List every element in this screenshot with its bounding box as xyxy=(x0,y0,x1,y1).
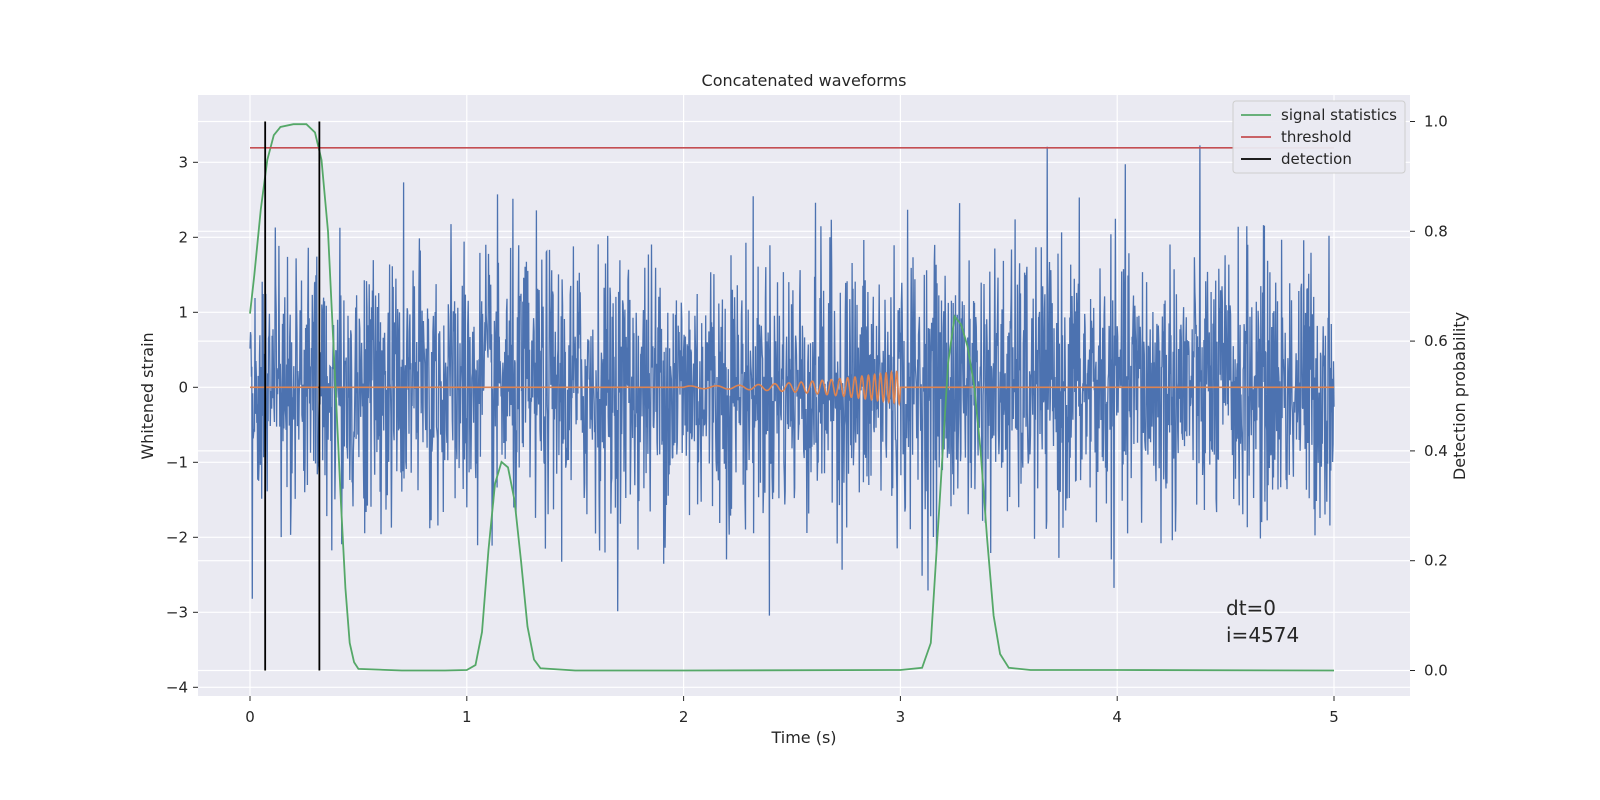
signal-statistics-line xyxy=(249,123,1335,672)
x-tick-label: 2 xyxy=(679,708,689,726)
y-left-tick-label: 2 xyxy=(178,228,188,246)
x-tick-label: 1 xyxy=(462,708,472,726)
tick-layer: 0 1 2 3 4 5 −4 −3 −2 −1 0 1 2 3 0.0 0.2 0.4 0.6 0.8 1.0 xyxy=(166,113,1448,727)
noise-series-line xyxy=(249,145,1335,616)
legend-label-signal-statistics: signal statistics xyxy=(1281,106,1397,124)
y-right-tick-label: 0.6 xyxy=(1424,332,1448,350)
chirp-series-line xyxy=(250,369,1334,407)
x-tick-label: 0 xyxy=(245,708,255,726)
y-left-tick-label: −3 xyxy=(166,603,188,621)
y-left-tick-label: −2 xyxy=(166,528,188,546)
legend-label-threshold: threshold xyxy=(1281,128,1352,146)
y-axis-label-left: Whitened strain xyxy=(138,332,157,459)
legend: signal statistics threshold detection xyxy=(1232,100,1406,174)
y-right-tick-label: 0.0 xyxy=(1424,662,1448,680)
legend-box xyxy=(1232,100,1406,174)
y-left-tick-label: −4 xyxy=(166,678,188,696)
series-layer xyxy=(249,121,1335,672)
x-tick-label: 5 xyxy=(1329,708,1339,726)
annotation-dt: dt=0 xyxy=(1226,596,1276,620)
x-tick-label: 3 xyxy=(896,708,906,726)
y-right-tick-label: 0.8 xyxy=(1424,222,1448,240)
annotation-index: i=4574 xyxy=(1226,623,1299,647)
y-left-tick-label: 3 xyxy=(178,153,188,171)
y-left-tick-label: −1 xyxy=(166,453,188,471)
y-right-tick-label: 1.0 xyxy=(1424,113,1448,131)
chart-title: Concatenated waveforms xyxy=(702,71,907,90)
y-right-tick-label: 0.2 xyxy=(1424,552,1448,570)
legend-label-detection: detection xyxy=(1281,150,1352,168)
y-right-tick-label: 0.4 xyxy=(1424,442,1448,460)
x-tick-label: 4 xyxy=(1112,708,1122,726)
y-axis-label-right: Detection probability xyxy=(1450,312,1469,480)
x-axis-label: Time (s) xyxy=(770,728,836,747)
y-left-tick-label: 1 xyxy=(178,303,188,321)
y-left-tick-label: 0 xyxy=(178,378,188,396)
